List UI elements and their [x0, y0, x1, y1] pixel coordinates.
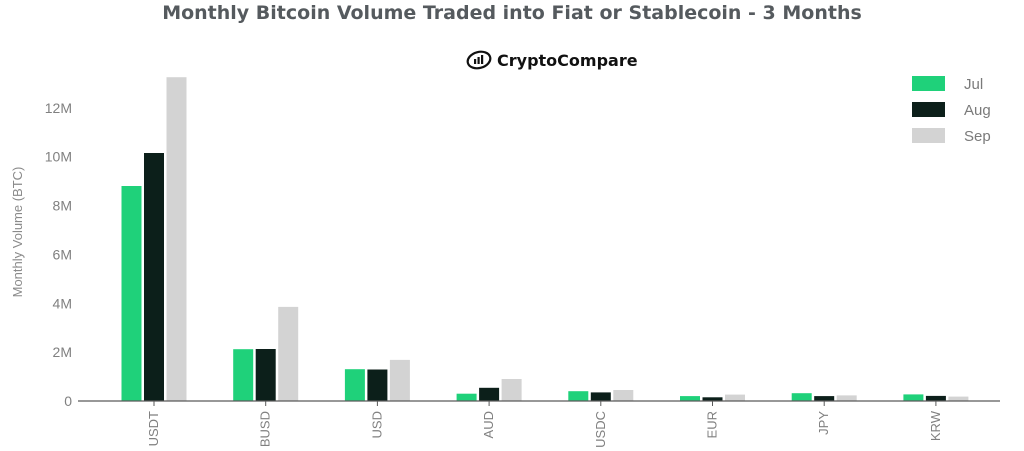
legend-swatch-aug	[912, 102, 945, 117]
x-tick-label: EUR	[705, 411, 720, 438]
y-axis: 0 2M 4M 6M 8M 10M 12M	[45, 100, 72, 409]
y-tick-label: 12M	[45, 100, 72, 116]
bar-sep-usdc	[613, 390, 634, 401]
bar-aug-aud	[479, 387, 500, 401]
bar-jul-usd	[344, 369, 365, 401]
bar-aug-jpy	[814, 396, 835, 401]
bar-aug-usd	[367, 369, 388, 401]
bar-jul-aud	[456, 393, 477, 401]
bar-jul-eur	[680, 396, 700, 401]
bar-jul-usdc	[568, 391, 589, 401]
brand-name: CryptoCompare	[497, 50, 638, 70]
x-tick-label: AUD	[481, 411, 496, 438]
bar-sep-aud	[501, 379, 522, 401]
legend-label-aug: Aug	[964, 102, 991, 119]
y-tick-label: 2M	[53, 344, 72, 360]
bar-aug-krw	[925, 395, 946, 401]
cryptocompare-logo-icon	[466, 50, 492, 70]
bar-sep-jpy	[836, 395, 857, 401]
legend: Jul Aug Sep	[912, 76, 991, 145]
x-tick-label: JPY	[816, 411, 831, 435]
y-tick-label: 10M	[45, 149, 72, 165]
legend-label-jul: Jul	[964, 76, 983, 93]
bar-aug-usdc	[590, 392, 611, 401]
bar-aug-busd	[255, 349, 276, 401]
cryptocompare-logo: CryptoCompare	[466, 47, 638, 73]
legend-label-sep: Sep	[964, 128, 991, 145]
y-tick-label: 8M	[53, 198, 72, 214]
x-tick-label: BUSD	[258, 411, 273, 447]
x-tick-label: USDT	[146, 411, 161, 446]
bar-aug-usdt	[144, 153, 164, 401]
legend-swatch-sep	[912, 128, 945, 143]
x-tick-label: KRW	[928, 410, 943, 441]
bar-jul-busd	[233, 349, 254, 401]
y-tick-label: 4M	[53, 295, 72, 311]
bar-jul-usdt	[121, 186, 142, 401]
bar-sep-busd	[278, 306, 299, 401]
bar-jul-krw	[903, 394, 924, 401]
y-tick-label: 0	[64, 393, 72, 409]
x-axis: USDT BUSD USD AUD USDC EUR JPY KRW	[78, 400, 1000, 448]
bar-sep-eur	[725, 394, 745, 401]
chart-title: Monthly Bitcoin Volume Traded into Fiat …	[162, 2, 862, 24]
bar-sep-usd	[389, 359, 410, 401]
bar-jul-jpy	[791, 393, 812, 401]
bars	[121, 77, 969, 401]
y-tick-label: 6M	[53, 246, 72, 262]
bar-sep-usdt	[166, 77, 187, 401]
x-tick-label: USDC	[593, 411, 608, 448]
bar-aug-eur	[702, 397, 723, 401]
y-axis-title: Monthly Volume (BTC)	[10, 167, 25, 298]
bar-sep-krw	[948, 396, 969, 401]
x-tick-label: USD	[369, 411, 384, 438]
legend-swatch-jul	[912, 76, 945, 91]
